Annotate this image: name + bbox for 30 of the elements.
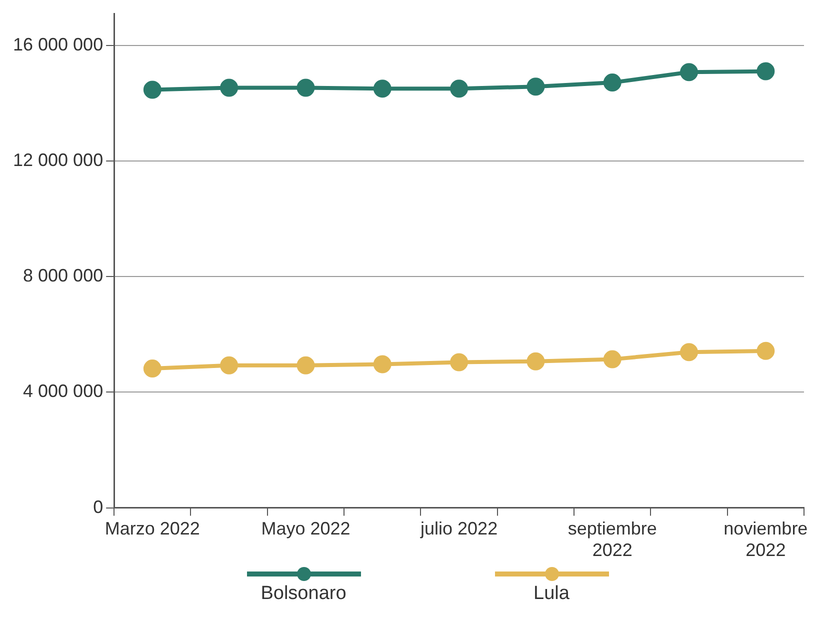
point	[296, 356, 315, 374]
y-tick-label: 12 000 000	[12, 150, 104, 170]
x-tick-label: septiembre 2022	[568, 518, 657, 560]
x-tick-label: noviembre 2022	[724, 518, 808, 560]
point	[680, 63, 698, 82]
point	[680, 343, 698, 362]
point	[450, 353, 468, 372]
point	[373, 80, 392, 98]
point	[450, 80, 468, 98]
y-tick-label: 8 000 000	[23, 266, 104, 286]
point	[373, 355, 392, 374]
point	[220, 78, 238, 97]
x-tick-label: Mayo 2022	[261, 518, 350, 539]
point	[143, 80, 162, 99]
y-tick-label: 4 000 000	[23, 381, 104, 402]
y-tick-label: 16 000 000	[12, 34, 104, 55]
x-tick-label: julio 2022	[420, 518, 498, 539]
legend-label: Lula	[534, 583, 570, 605]
point	[526, 352, 545, 370]
point	[220, 356, 238, 374]
point	[603, 350, 622, 368]
legend-label: Bolsonaro	[260, 583, 346, 605]
point	[526, 78, 545, 96]
point	[603, 74, 622, 92]
x-tick-label: Marzo 2022	[104, 518, 200, 539]
y-tick-label: 0	[93, 496, 104, 517]
point	[143, 360, 162, 378]
point	[296, 78, 315, 97]
point	[756, 342, 775, 360]
point	[756, 62, 775, 80]
